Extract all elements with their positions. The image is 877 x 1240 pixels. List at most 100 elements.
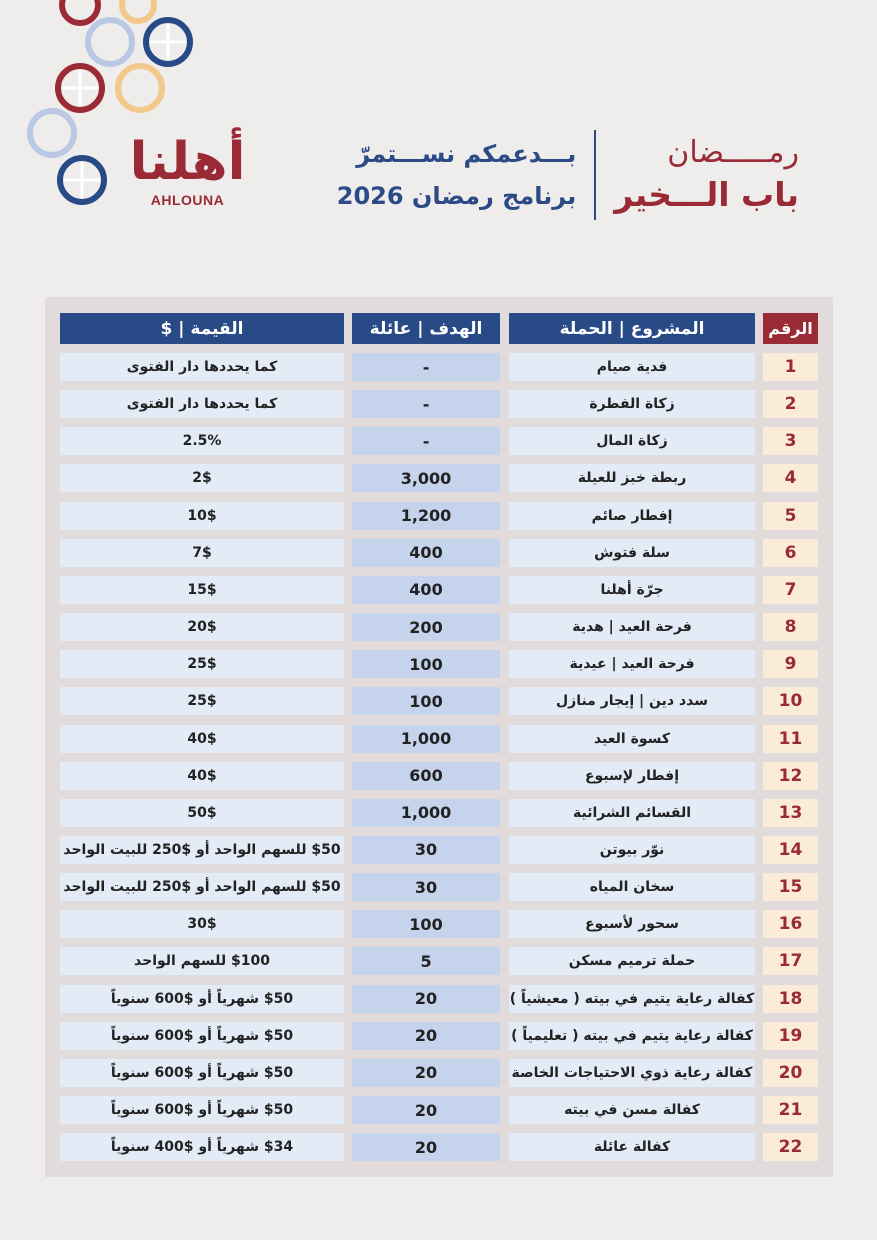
logo-latin: AHLOUNA	[150, 192, 225, 208]
logo-arabic: أهلنا	[129, 132, 246, 192]
row-target: -	[352, 390, 500, 419]
row-number: 5	[763, 501, 818, 530]
row-target: 3,000	[352, 464, 500, 493]
table-row: 11 كسوة العيد 1,000 40$	[60, 724, 818, 753]
row-number: 10	[763, 687, 818, 716]
header-number: الرقم	[763, 313, 818, 344]
row-value: 25$	[60, 650, 344, 679]
row-number: 16	[763, 910, 818, 939]
row-project: حملة ترميم مسكن	[509, 947, 755, 976]
table-row: 22 كفالة عائلة 20 $34 شهرياً أو $400 سنوياً	[60, 1133, 818, 1162]
row-target: 400	[352, 575, 500, 604]
table-header-row: الرقم المشروع | الحملة الهدف | عائلة الق…	[60, 313, 818, 344]
campaign-header: رمـــــضان باب الـــخير بـــدعمكم نســـت…	[337, 130, 799, 220]
row-project: كفالة رعاية يتيم في بيته ( تعليمياً )	[509, 1021, 755, 1050]
row-number: 22	[763, 1133, 818, 1162]
row-target: 1,200	[352, 501, 500, 530]
row-number: 15	[763, 873, 818, 902]
table-row: 16 سحور لأسبوع 100 30$	[60, 910, 818, 939]
row-number: 4	[763, 464, 818, 493]
row-value: كما يحددها دار الفتوى	[60, 390, 344, 419]
row-target: 20	[352, 984, 500, 1013]
row-number: 9	[763, 650, 818, 679]
row-value: 25$	[60, 687, 344, 716]
row-number: 12	[763, 761, 818, 790]
row-value: 2$	[60, 464, 344, 493]
decorative-ornaments	[27, 0, 193, 205]
row-target: -	[352, 353, 500, 381]
row-target: 1,000	[352, 724, 500, 753]
row-number: 13	[763, 798, 818, 827]
row-value: 20$	[60, 613, 344, 642]
row-target: 30	[352, 873, 500, 902]
row-project: سحور لأسبوع	[509, 910, 755, 939]
table-row: 14 نوّر بيوتن 30 $50 للسهم الواحد أو $250 ل…	[60, 835, 818, 864]
row-value: $50 شهرياً أو $600 سنوياً	[60, 1021, 344, 1050]
row-project: فرحة العيد | هدية	[509, 613, 755, 642]
row-number: 8	[763, 613, 818, 642]
row-project: سدد دين | إيجار منازل	[509, 687, 755, 716]
row-number: 18	[763, 984, 818, 1013]
row-value: $50 للسهم الواحد أو $250 للبيت الواحد	[60, 835, 344, 864]
table-row: 21 كفالة مسن في بيته 20 $50 شهرياً أو $600 …	[60, 1096, 818, 1124]
row-value: 15$	[60, 575, 344, 604]
row-number: 2	[763, 390, 818, 419]
row-number: 7	[763, 575, 818, 604]
title-ramadan: رمـــــضان	[667, 135, 799, 170]
table-row: 8 فرحة العيد | هدية 200 20$	[60, 613, 818, 642]
row-target: 30	[352, 835, 500, 864]
row-number: 17	[763, 947, 818, 976]
row-number: 6	[763, 538, 818, 567]
table-row: 5 إفطار صائم 1,200 10$	[60, 501, 818, 530]
row-number: 20	[763, 1058, 818, 1087]
row-project: سلة فتوش	[509, 538, 755, 567]
table-row: 17 حملة ترميم مسكن 5 $100 للسهم الواحد	[60, 947, 818, 976]
row-value: 7$	[60, 538, 344, 567]
row-project: جرّة أهلنا	[509, 575, 755, 604]
row-target: 100	[352, 687, 500, 716]
table-row: 4 ربطة خبز للعيلة 3,000 2$	[60, 464, 818, 493]
table-row: 3 زكاة المال -2.5%	[60, 427, 818, 456]
table-row: 19 كفالة رعاية يتيم في بيته ( تعليمياً ) 2…	[60, 1021, 818, 1050]
table-row: 9 فرحة العيد | عيدية 100 25$	[60, 650, 818, 679]
row-project: كفالة مسن في بيته	[509, 1096, 755, 1124]
table-row: 7 جرّة أهلنا 400 15$	[60, 575, 818, 604]
row-target: 600	[352, 761, 500, 790]
title-bab-alkheir: باب الـــخير	[614, 175, 799, 214]
row-target: 20	[352, 1096, 500, 1124]
header-divider	[594, 130, 597, 220]
row-target: 20	[352, 1133, 500, 1162]
table-row: 18 كفالة رعاية يتيم في بيته ( معيشياً ) 20…	[60, 984, 818, 1013]
table-row: 6 سلة فتوش 400 7$	[60, 538, 818, 567]
subtitle-slogan: بـــدعمكم نســـتمرّ	[356, 140, 577, 168]
row-target: 100	[352, 910, 500, 939]
row-project: كسوة العيد	[509, 724, 755, 753]
row-project: فدية صيام	[509, 353, 755, 381]
row-project: إفطار صائم	[509, 501, 755, 530]
row-value: $50 شهرياً أو $600 سنوياً	[60, 1096, 344, 1124]
row-target: 400	[352, 538, 500, 567]
row-target: 1,000	[352, 798, 500, 827]
row-project: القسائم الشرائية	[509, 798, 755, 827]
table-row: 10 سدد دين | إيجار منازل 100 25$	[60, 687, 818, 716]
row-project: كفالة عائلة	[509, 1133, 755, 1162]
row-value: 10$	[60, 501, 344, 530]
row-value: كما يحددها دار الفتوى	[60, 353, 344, 381]
row-number: 3	[763, 427, 818, 456]
row-value: $50 للسهم الواحد أو $250 للبيت الواحد	[60, 873, 344, 902]
row-value: 40$	[60, 724, 344, 753]
table-row: 2 زكاة الفطرة - كما يحددها دار الفتوى	[60, 390, 818, 419]
row-target: 200	[352, 613, 500, 642]
row-value: $100 للسهم الواحد	[60, 947, 344, 976]
row-number: 21	[763, 1096, 818, 1124]
row-number: 14	[763, 835, 818, 864]
row-target: 5	[352, 947, 500, 976]
row-project: فرحة العيد | عيدية	[509, 650, 755, 679]
row-project: إفطار لإسبوع	[509, 761, 755, 790]
header-target: الهدف | عائلة	[352, 313, 500, 344]
row-value: $50 شهرياً أو $600 سنوياً	[60, 1058, 344, 1087]
table-row: 1 فدية صيام - كما يحددها دار الفتوى	[60, 353, 818, 381]
header-project: المشروع | الحملة	[509, 313, 755, 344]
table-row: 13 القسائم الشرائية 1,000 50$	[60, 798, 818, 827]
row-number: 1	[763, 353, 818, 381]
